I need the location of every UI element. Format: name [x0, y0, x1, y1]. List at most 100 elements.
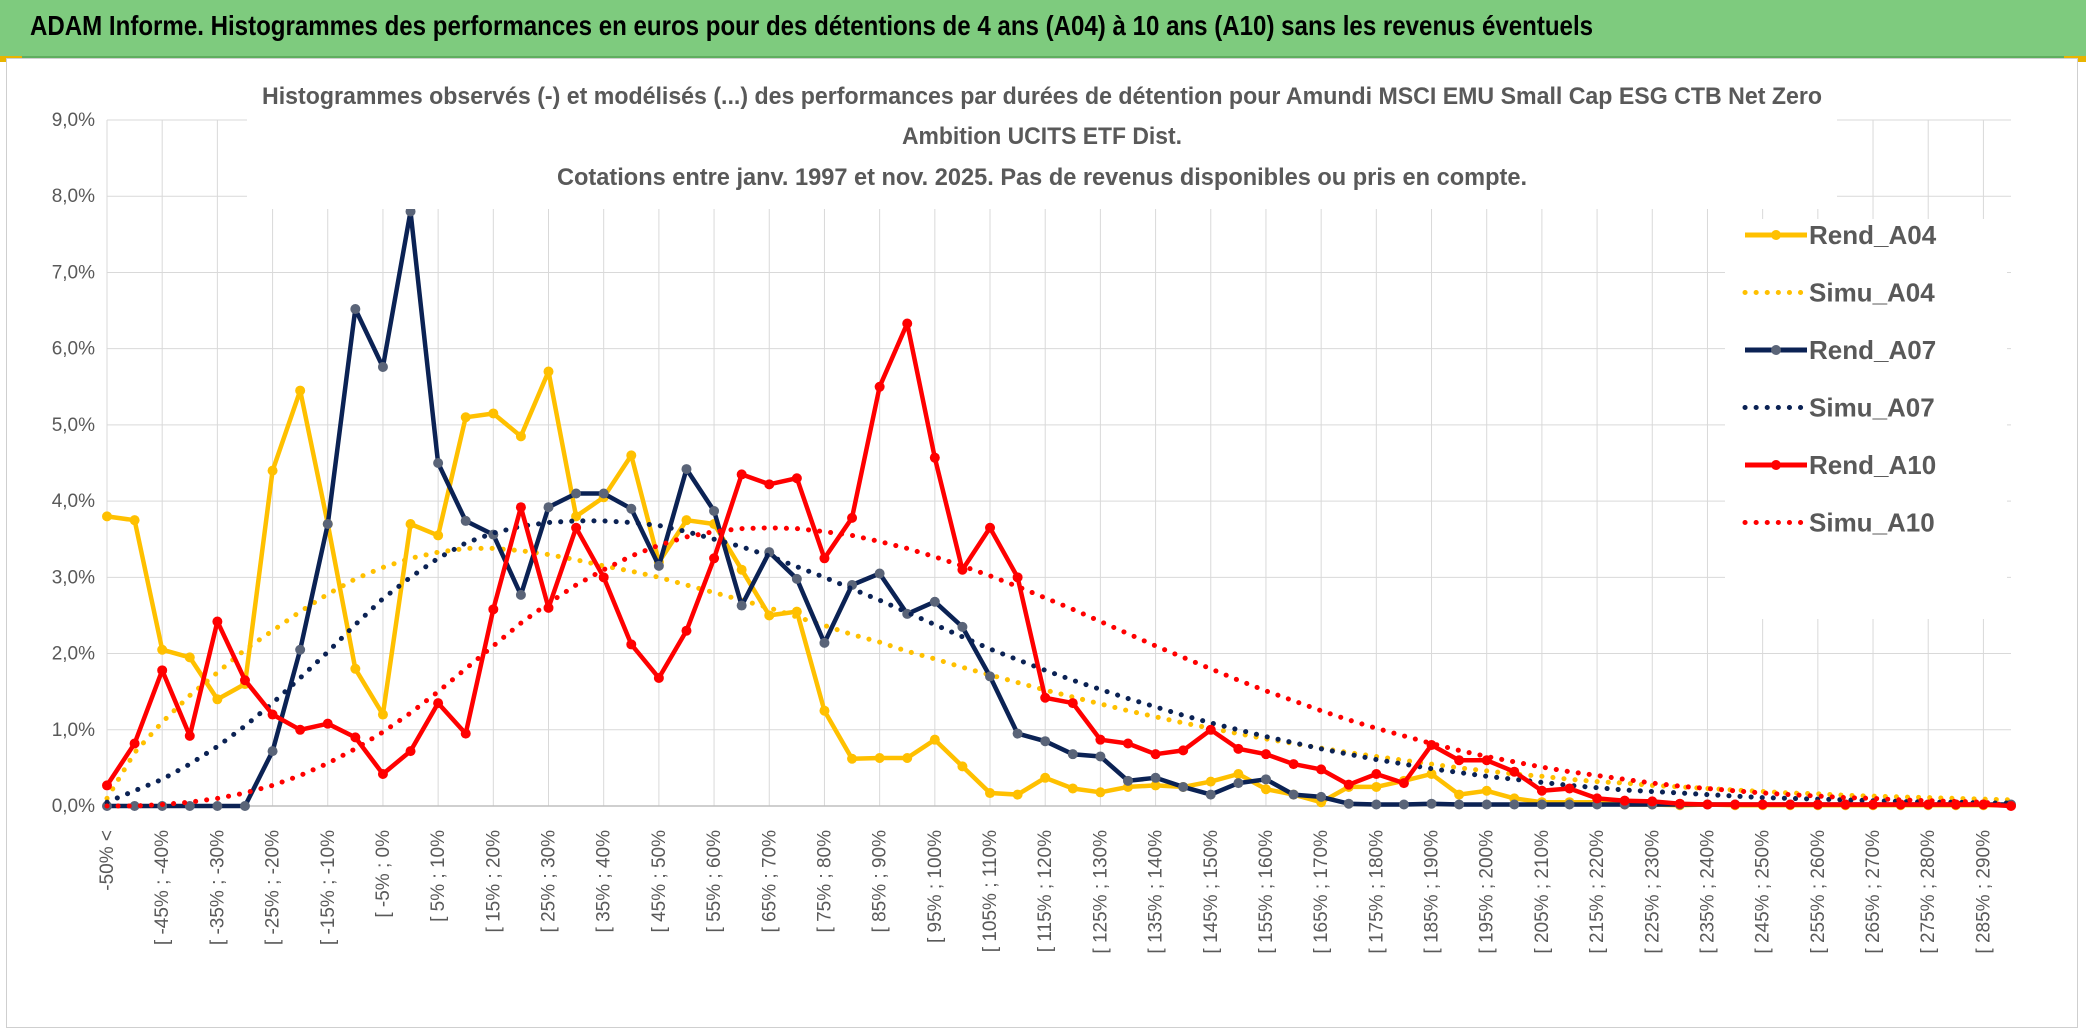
data-point	[1674, 798, 1685, 809]
series-simu-a04	[104, 545, 2014, 803]
data-point	[626, 639, 637, 650]
y-tick-label: 8,0%	[52, 186, 95, 207]
data-point	[1122, 738, 1133, 749]
data-point	[1178, 745, 1189, 756]
data-point	[1371, 799, 1382, 810]
x-tick-label: [ 215% ; 220%	[1587, 830, 1608, 954]
series-simu-a07	[104, 518, 2014, 806]
data-point	[1316, 791, 1327, 802]
chart-title-line: Ambition UCITS ETF Dist.	[902, 123, 1182, 150]
x-tick-label: -50% <	[97, 830, 118, 891]
data-point	[1205, 776, 1216, 787]
data-point	[460, 412, 471, 423]
data-point	[460, 515, 471, 526]
data-point	[1150, 780, 1161, 791]
data-point	[1619, 795, 1630, 806]
data-point	[102, 511, 112, 522]
x-tick-label: [ 155% ; 160%	[1256, 830, 1277, 954]
data-point	[267, 465, 278, 476]
legend-marker	[1771, 230, 1781, 240]
series-line	[104, 545, 2014, 803]
data-point	[433, 458, 444, 468]
title-banner: ADAM Informe. Histogrammes des performan…	[0, 0, 2086, 58]
chart-title-line: Histogrammes observés (-) et modélisés (…	[262, 83, 1822, 110]
legend-item: Rend_A04	[1745, 220, 1937, 250]
data-point	[819, 553, 830, 564]
data-point	[736, 564, 747, 575]
data-point	[1564, 783, 1575, 794]
x-tick-label: [ 75% ; 80%	[814, 830, 835, 933]
legend-item: Simu_A04	[1742, 278, 1935, 308]
data-point	[1233, 778, 1244, 789]
x-tick-label: [ 125% ; 130%	[1090, 830, 1111, 954]
x-tick-label: [ 225% ; 230%	[1642, 830, 1663, 954]
data-point	[295, 644, 306, 655]
data-point	[350, 663, 361, 674]
data-point	[681, 625, 692, 636]
data-point	[239, 801, 250, 811]
data-point	[929, 596, 940, 607]
data-point	[322, 518, 333, 529]
legend-label: Rend_A10	[1809, 450, 1936, 480]
data-point	[184, 652, 195, 663]
data-point	[874, 568, 885, 579]
x-tick-label: [ -35% ; -30%	[207, 830, 228, 945]
legend-item: Rend_A10	[1745, 450, 1936, 480]
data-point	[709, 506, 720, 517]
x-tick-label: [ -5% ; 0%	[373, 830, 394, 918]
data-point	[1481, 799, 1492, 810]
data-point	[543, 366, 554, 377]
legend-label: Simu_A10	[1809, 508, 1935, 538]
data-point	[847, 753, 858, 764]
data-point	[1040, 692, 1051, 703]
data-point	[1343, 779, 1354, 790]
data-point	[874, 381, 885, 392]
data-point	[1012, 789, 1023, 800]
x-tick-label: [ 205% ; 210%	[1532, 830, 1553, 954]
data-point	[929, 452, 940, 463]
data-point	[543, 502, 554, 513]
x-tick-label: [ 185% ; 190%	[1422, 830, 1443, 954]
data-point	[1012, 728, 1023, 739]
data-point	[1536, 799, 1547, 810]
data-point	[460, 728, 471, 739]
data-point	[1150, 772, 1161, 783]
x-tick-label: [ 25% ; 30%	[539, 830, 560, 933]
y-tick-label: 3,0%	[52, 567, 95, 588]
x-tick-label: [ 45% ; 50%	[649, 830, 670, 933]
data-point	[1509, 766, 1520, 777]
chart-title-line: Cotations entre janv. 1997 et nov. 2025.…	[557, 164, 1527, 191]
data-point	[985, 522, 996, 533]
data-point	[405, 518, 416, 529]
data-point	[488, 408, 499, 419]
data-point	[1288, 759, 1299, 770]
x-tick-label: [ 165% ; 170%	[1311, 830, 1332, 954]
data-point	[985, 788, 996, 799]
data-point	[1840, 799, 1851, 810]
data-point	[1398, 799, 1409, 810]
data-point	[1454, 789, 1465, 800]
banner-title: ADAM Informe. Histogrammes des performan…	[30, 10, 1594, 41]
x-tick-label: [ 105% ; 110%	[980, 830, 1001, 952]
data-point	[295, 385, 306, 396]
data-point	[295, 724, 306, 735]
legend-background	[1725, 219, 2007, 619]
data-point	[515, 589, 526, 600]
data-point	[1702, 799, 1713, 810]
data-point	[1095, 734, 1106, 745]
x-tick-label: [ 115% ; 120%	[1035, 830, 1056, 952]
y-tick-label: 9,0%	[52, 110, 95, 131]
series-line	[105, 321, 2012, 809]
x-tick-label: [ 135% ; 140%	[1146, 830, 1167, 954]
data-point	[1067, 749, 1078, 760]
data-point	[571, 522, 582, 533]
data-point	[488, 604, 499, 615]
data-point	[1122, 775, 1133, 786]
data-point	[764, 479, 775, 490]
data-point	[1040, 736, 1051, 747]
data-point	[791, 573, 802, 584]
data-point	[1040, 772, 1051, 783]
data-point	[1426, 740, 1437, 751]
legend-item: Rend_A07	[1745, 335, 1936, 365]
y-tick-label: 2,0%	[52, 644, 95, 665]
